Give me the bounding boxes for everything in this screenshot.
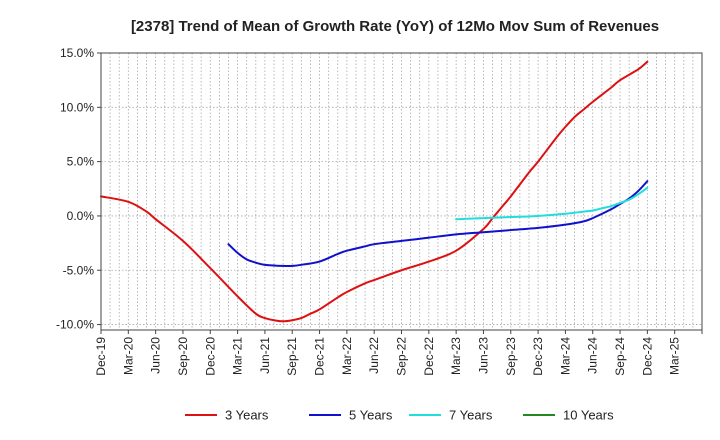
chart-title: [2378] Trend of Mean of Growth Rate (YoY…	[131, 18, 659, 35]
series-lines	[100, 60, 649, 323]
series-line-5-years	[227, 180, 649, 268]
legend-label-10-years: 10 Years	[563, 408, 614, 423]
series-line-7-years	[455, 186, 649, 221]
x-axis-ticks: Dec-19 Mar-20 Jun-20 Sep-20 Dec-20 Mar-21 Jun-…	[94, 330, 703, 376]
y-tick-label: 10.0%	[60, 100, 94, 114]
y-axis-ticks: 15.0% 10.0% 5.0% 0.0% -5.0% -10.0%	[56, 46, 101, 332]
x-tick-label: Jun-21	[258, 337, 272, 374]
legend-label-5-years: 5 Years	[349, 408, 393, 423]
x-tick-label: Dec-19	[94, 337, 108, 376]
legend-label-3-years: 3 Years	[225, 408, 269, 423]
series-line-3-years	[100, 60, 649, 323]
x-tick-label: Dec-24	[640, 337, 654, 376]
x-tick-label: Dec-23	[531, 337, 545, 376]
x-tick-label: Mar-23	[449, 337, 463, 375]
x-tick-label: Mar-21	[231, 337, 245, 375]
x-tick-label: Mar-24	[558, 337, 572, 375]
y-tick-label: -5.0%	[63, 263, 95, 277]
x-tick-label: Mar-22	[340, 337, 354, 375]
x-tick-label: Sep-23	[504, 337, 518, 376]
x-tick-label: Jun-24	[586, 337, 600, 374]
legend: 3 Years 5 Years 7 Years 10 Years	[185, 408, 614, 423]
x-tick-label: Mar-20	[121, 337, 135, 375]
x-tick-label: Mar-25	[668, 337, 682, 375]
y-tick-label: -10.0%	[56, 318, 94, 332]
y-tick-label: 15.0%	[60, 46, 94, 60]
x-tick-label: Dec-21	[313, 337, 327, 376]
y-tick-label: 5.0%	[67, 155, 95, 169]
y-tick-label: 0.0%	[67, 209, 95, 223]
x-tick-label: Dec-22	[422, 337, 436, 376]
x-tick-label: Sep-20	[176, 337, 190, 376]
grid	[100, 52, 703, 330]
x-tick-label: Jun-20	[149, 337, 163, 374]
legend-label-7-years: 7 Years	[449, 408, 493, 423]
x-tick-label: Jun-23	[476, 337, 490, 374]
x-tick-label: Sep-24	[613, 337, 627, 376]
x-tick-label: Sep-22	[395, 337, 409, 376]
x-tick-label: Sep-21	[285, 337, 299, 376]
x-tick-label: Dec-20	[203, 337, 217, 376]
x-tick-label: Jun-22	[367, 337, 381, 374]
